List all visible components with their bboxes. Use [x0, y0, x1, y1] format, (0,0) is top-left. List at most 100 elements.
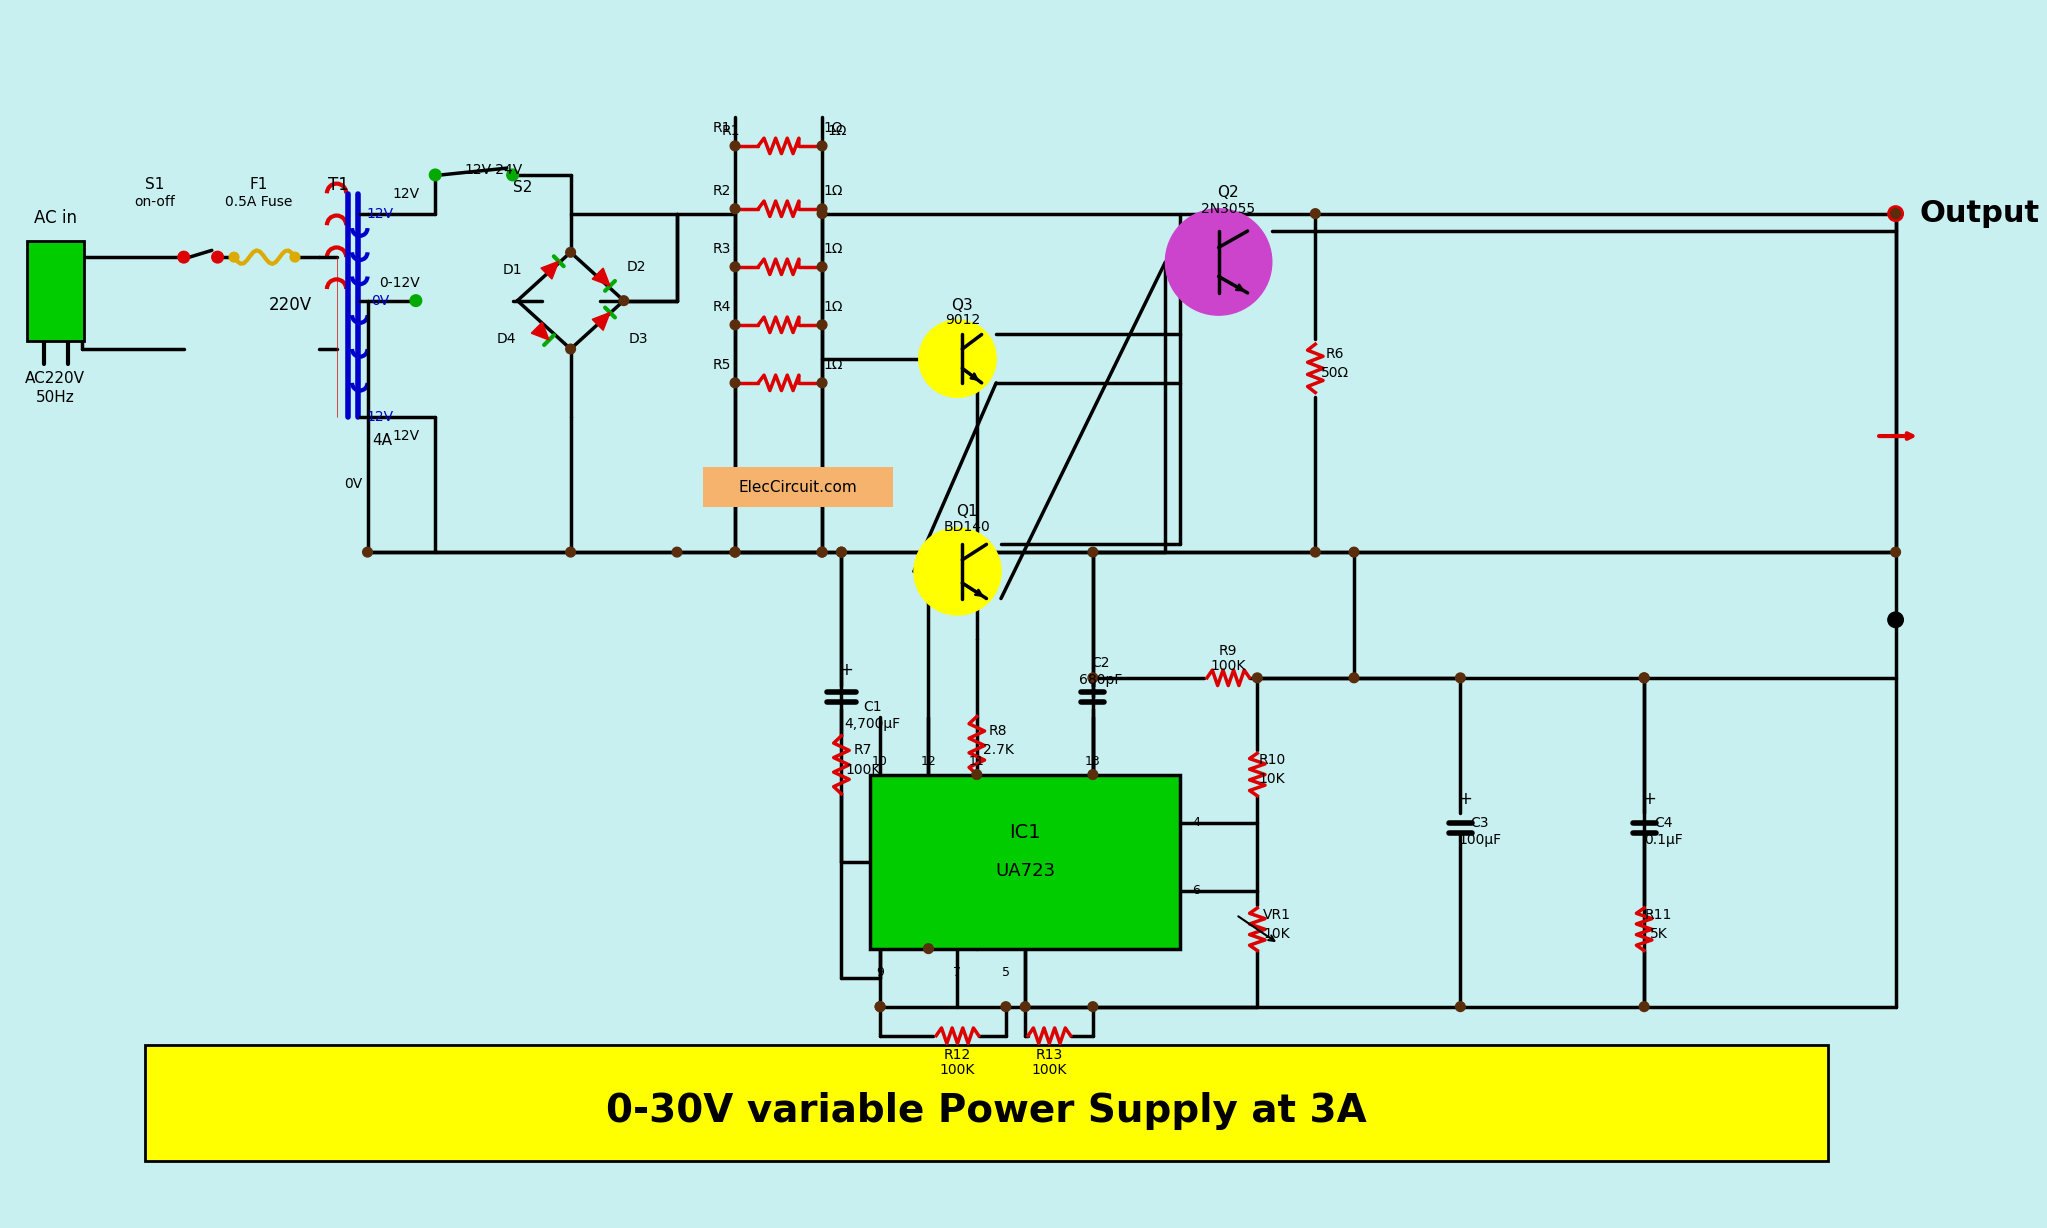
Circle shape [837, 548, 845, 558]
Text: 2N3055: 2N3055 [1202, 201, 1255, 216]
Circle shape [923, 944, 933, 953]
Text: D4: D4 [497, 333, 516, 346]
Circle shape [1455, 1002, 1466, 1012]
Circle shape [837, 548, 845, 558]
Text: R5: R5 [712, 359, 731, 372]
Text: R9: R9 [1220, 643, 1238, 658]
Text: F1: F1 [250, 177, 268, 192]
Circle shape [1001, 1002, 1011, 1012]
Text: IC1: IC1 [1009, 823, 1042, 842]
Text: C3: C3 [1470, 815, 1488, 830]
Text: 6: 6 [1193, 884, 1200, 898]
Circle shape [362, 548, 373, 558]
Text: 100K: 100K [845, 763, 880, 776]
Text: 12V: 12V [393, 429, 420, 443]
Text: 10: 10 [872, 754, 888, 768]
Circle shape [817, 321, 827, 329]
Circle shape [972, 770, 983, 780]
Text: 0V: 0V [344, 478, 362, 491]
Text: 1Ω: 1Ω [827, 124, 847, 139]
Text: R11: R11 [1646, 907, 1672, 922]
Text: 9012: 9012 [944, 313, 981, 327]
Text: 7: 7 [954, 966, 962, 979]
Text: 12: 12 [921, 754, 935, 768]
Polygon shape [532, 322, 549, 340]
Text: on-off: on-off [135, 195, 176, 209]
Circle shape [1253, 673, 1263, 683]
Polygon shape [592, 268, 610, 286]
Circle shape [731, 321, 739, 329]
Text: R2: R2 [712, 184, 731, 199]
Text: T1: T1 [328, 176, 348, 194]
Circle shape [1640, 673, 1650, 683]
Circle shape [565, 344, 575, 354]
FancyBboxPatch shape [27, 241, 84, 341]
FancyBboxPatch shape [145, 1045, 1828, 1162]
Text: 1Ω: 1Ω [825, 242, 843, 257]
Circle shape [671, 548, 682, 558]
Circle shape [731, 141, 739, 151]
Text: 0-30V variable Power Supply at 3A: 0-30V variable Power Supply at 3A [606, 1092, 1367, 1130]
FancyBboxPatch shape [10, 29, 1969, 1140]
Circle shape [565, 548, 575, 558]
Circle shape [1887, 612, 1904, 628]
Circle shape [817, 209, 827, 219]
Text: 100K: 100K [1210, 659, 1247, 673]
Text: 0-12V: 0-12V [379, 276, 420, 290]
Circle shape [430, 169, 440, 181]
Text: 4: 4 [1193, 817, 1200, 829]
Text: UA723: UA723 [995, 862, 1056, 880]
Text: AC220V: AC220V [25, 371, 86, 386]
Circle shape [731, 378, 739, 388]
Text: 1Ω: 1Ω [825, 359, 843, 372]
Text: R1: R1 [712, 122, 731, 135]
Circle shape [817, 204, 827, 214]
Text: Output: Output [1920, 199, 2041, 228]
Text: 5K: 5K [1650, 927, 1668, 941]
Circle shape [1019, 1002, 1030, 1012]
Text: 2.7K: 2.7K [983, 743, 1013, 758]
Ellipse shape [1165, 209, 1271, 316]
Text: R12: R12 [944, 1047, 970, 1062]
Text: 12V-24V: 12V-24V [465, 163, 522, 177]
Text: 1Ω: 1Ω [825, 122, 843, 135]
Text: 0.1μF: 0.1μF [1644, 834, 1683, 847]
Circle shape [1349, 673, 1359, 683]
Text: R3: R3 [712, 242, 731, 257]
Ellipse shape [913, 528, 1001, 615]
Circle shape [409, 295, 422, 307]
Circle shape [1455, 673, 1466, 683]
Text: VR1: VR1 [1263, 907, 1290, 922]
Circle shape [817, 548, 827, 558]
Circle shape [1640, 1002, 1650, 1012]
Circle shape [731, 548, 739, 558]
Text: Q1: Q1 [956, 503, 978, 519]
Text: S1: S1 [145, 177, 164, 192]
Circle shape [817, 262, 827, 271]
Text: 50Hz: 50Hz [35, 389, 74, 405]
Text: D3: D3 [628, 333, 649, 346]
Circle shape [1089, 770, 1097, 780]
Text: 13: 13 [1085, 754, 1101, 768]
FancyBboxPatch shape [702, 467, 892, 507]
Text: 1Ω: 1Ω [825, 301, 843, 314]
Text: +: + [1642, 790, 1656, 808]
Polygon shape [592, 312, 610, 330]
Text: R1: R1 [723, 124, 741, 139]
Text: Q2: Q2 [1218, 185, 1238, 200]
Text: 680pF: 680pF [1079, 673, 1122, 686]
Circle shape [291, 252, 299, 262]
Circle shape [211, 252, 223, 263]
Text: 100K: 100K [1032, 1063, 1066, 1077]
Text: 1Ω: 1Ω [825, 184, 843, 199]
Text: ElecCircuit.com: ElecCircuit.com [739, 480, 858, 495]
Circle shape [1349, 548, 1359, 558]
Text: R8: R8 [989, 725, 1007, 738]
Text: C1: C1 [864, 700, 882, 713]
Text: R13: R13 [1036, 1047, 1062, 1062]
Text: R6: R6 [1324, 346, 1345, 361]
Text: 100μF: 100μF [1457, 834, 1500, 847]
Text: S2: S2 [512, 181, 532, 195]
Circle shape [731, 262, 739, 271]
Circle shape [1310, 548, 1320, 558]
